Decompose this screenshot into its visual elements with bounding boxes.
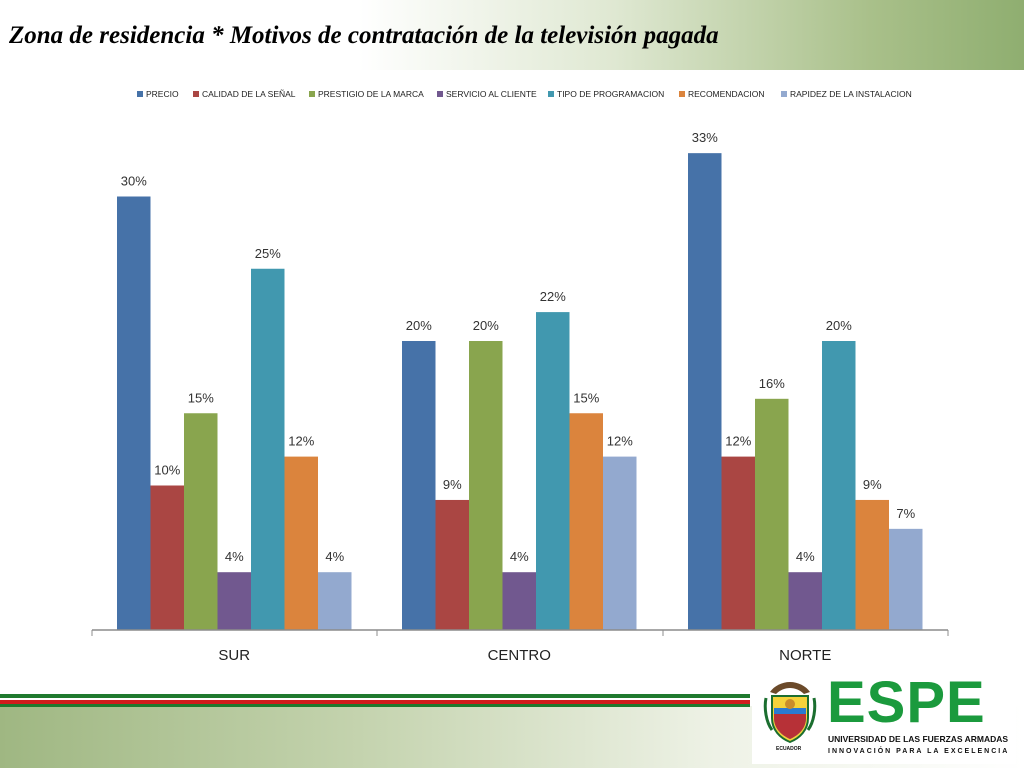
bar-norte-rapidez-de-la-instalacion	[889, 528, 923, 630]
legend-label: RAPIDEZ DE LA INSTALACION	[790, 89, 912, 99]
legend-item-tipo-de-programacion: TIPO DE PROGRAMACION	[548, 86, 664, 102]
bar-sur-calidad-de-la-senal	[150, 485, 184, 630]
bar-norte-tipo-de-programacion	[822, 341, 856, 630]
legend-swatch	[309, 91, 315, 97]
legend-item-rapidez-de-la-instalacion: RAPIDEZ DE LA INSTALACION	[781, 86, 912, 102]
legend-item-servicio-al-cliente: SERVICIO AL CLIENTE	[437, 86, 537, 102]
data-label-norte-calidad-de-la-senal: 12%	[725, 434, 751, 449]
data-label-sur-recomendacion: 12%	[288, 434, 314, 449]
bar-centro-servicio-al-cliente	[502, 572, 536, 630]
bar-sur-recomendacion	[284, 456, 318, 630]
bar-centro-precio	[402, 341, 436, 630]
bar-sur-precio	[117, 196, 151, 630]
data-label-centro-servicio-al-cliente: 4%	[510, 549, 529, 564]
data-label-sur-precio: 30%	[121, 174, 147, 189]
logo-slogan: INNOVACIÓN PARA LA EXCELENCIA	[828, 748, 1010, 755]
data-label-sur-calidad-de-la-senal: 10%	[154, 463, 180, 478]
chart-legend: PRECIO CALIDAD DE LA SEÑAL PRESTIGIO DE LA…	[0, 86, 1024, 102]
data-label-norte-tipo-de-programacion: 20%	[826, 318, 852, 333]
data-label-centro-prestigio-de-la-marca: 20%	[473, 318, 499, 333]
legend-label: CALIDAD DE LA SEÑAL	[202, 89, 296, 99]
legend-label: RECOMENDACION	[688, 89, 765, 99]
legend-swatch	[437, 91, 443, 97]
bar-norte-servicio-al-cliente	[788, 572, 822, 630]
bar-centro-rapidez-de-la-instalacion	[603, 456, 637, 630]
bar-centro-tipo-de-programacion	[536, 312, 570, 630]
data-label-centro-recomendacion: 15%	[573, 390, 599, 405]
slide-title: Zona de residencia * Motivos de contrata…	[9, 22, 719, 49]
footer-stripe-red	[0, 700, 750, 704]
legend-item-calidad-de-la-senal: CALIDAD DE LA SEÑAL	[193, 86, 296, 102]
legend-item-prestigio-de-la-marca: PRESTIGIO DE LA MARCA	[309, 86, 424, 102]
legend-label: TIPO DE PROGRAMACION	[557, 89, 665, 99]
data-label-centro-calidad-de-la-senal: 9%	[443, 477, 462, 492]
bar-norte-prestigio-de-la-marca	[755, 398, 789, 630]
bar-centro-prestigio-de-la-marca	[469, 341, 503, 630]
bar-sur-tipo-de-programacion	[251, 268, 285, 630]
data-label-norte-rapidez-de-la-instalacion: 7%	[896, 506, 915, 521]
data-label-centro-precio: 20%	[406, 318, 432, 333]
legend-label: PRESTIGIO DE LA MARCA	[318, 89, 424, 99]
data-label-centro-rapidez-de-la-instalacion: 12%	[607, 434, 633, 449]
legend-swatch	[781, 91, 787, 97]
data-label-norte-prestigio-de-la-marca: 16%	[759, 376, 785, 391]
data-label-norte-precio: 33%	[692, 130, 718, 145]
footer-stripe-green-lower	[0, 704, 750, 707]
legend-swatch	[679, 91, 685, 97]
espe-logo: ECUADOR ESPE UNIVERSIDAD DE LAS FUERZAS …	[752, 664, 1016, 764]
legend-item-precio: PRECIO	[137, 86, 179, 102]
footer-stripe-green	[0, 694, 750, 698]
data-label-norte-recomendacion: 9%	[863, 477, 882, 492]
legend-swatch	[548, 91, 554, 97]
data-label-sur-prestigio-de-la-marca: 15%	[188, 390, 214, 405]
bar-chart: 30% 20% 33% 10% 9% 12% 15% 20% 16% 4% 4% 4% 25% 22% 20…	[91, 130, 949, 664]
bar-centro-recomendacion	[569, 413, 603, 630]
logo-wordmark: ESPE	[827, 670, 986, 735]
bar-norte-recomendacion	[855, 499, 889, 630]
legend-label: PRECIO	[146, 89, 179, 99]
legend-label: SERVICIO AL CLIENTE	[446, 89, 537, 99]
legend-item-recomendacion: RECOMENDACION	[679, 86, 765, 102]
bar-norte-calidad-de-la-senal	[721, 456, 755, 630]
data-label-sur-tipo-de-programacion: 25%	[255, 246, 281, 261]
bar-norte-precio	[688, 153, 722, 630]
x-tick-label-centro: CENTRO	[488, 647, 551, 664]
bar-sur-servicio-al-cliente	[217, 572, 251, 630]
logo-subtitle: UNIVERSIDAD DE LAS FUERZAS ARMADAS	[828, 734, 1009, 744]
title-bar: Zona de residencia * Motivos de contrata…	[0, 0, 1024, 70]
data-label-sur-rapidez-de-la-instalacion: 4%	[325, 549, 344, 564]
legend-swatch	[193, 91, 199, 97]
x-tick-label-norte: NORTE	[779, 647, 831, 664]
logo-country: ECUADOR	[776, 746, 802, 752]
data-label-centro-tipo-de-programacion: 22%	[540, 289, 566, 304]
data-label-norte-servicio-al-cliente: 4%	[796, 549, 815, 564]
espe-crest-icon	[763, 682, 817, 744]
data-label-sur-servicio-al-cliente: 4%	[225, 549, 244, 564]
legend-swatch	[137, 91, 143, 97]
bar-centro-calidad-de-la-senal	[435, 499, 469, 630]
bar-sur-rapidez-de-la-instalacion	[318, 572, 352, 630]
x-tick-label-sur: SUR	[218, 647, 250, 664]
footer-stripe-white	[0, 698, 750, 700]
bar-sur-prestigio-de-la-marca	[184, 413, 218, 630]
